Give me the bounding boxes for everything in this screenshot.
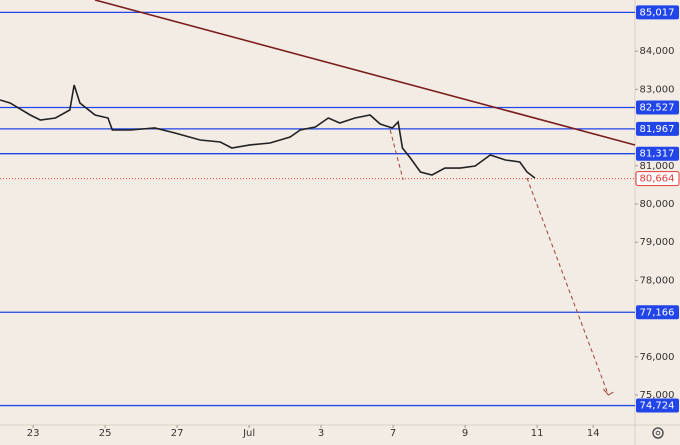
y-tick-label: 78,000 bbox=[640, 275, 675, 286]
level-label-box bbox=[636, 100, 679, 115]
level-label-box bbox=[636, 398, 679, 413]
level-label-box bbox=[636, 305, 679, 320]
y-tick-label: 80,000 bbox=[640, 199, 675, 210]
x-tick-label: 25 bbox=[99, 428, 112, 439]
x-tick-label: 23 bbox=[27, 428, 40, 439]
x-tick-label: 14 bbox=[587, 428, 600, 439]
y-tick-label: 76,000 bbox=[640, 352, 675, 363]
level-label: 81,967 bbox=[640, 124, 675, 135]
y-tick-label: 83,000 bbox=[640, 84, 675, 95]
price-line bbox=[0, 84, 536, 179]
y-tick-label: 79,000 bbox=[640, 237, 675, 248]
level-label: 82,527 bbox=[640, 102, 675, 113]
level-label: 77,166 bbox=[640, 307, 675, 318]
last-price-box bbox=[635, 171, 680, 187]
y-tick-label: 75,000 bbox=[640, 390, 675, 401]
level-label-box bbox=[636, 5, 679, 20]
level-label-box bbox=[636, 146, 679, 161]
x-tick-label: Jul bbox=[242, 428, 255, 439]
level-label-box bbox=[636, 121, 679, 136]
x-tick-label: 9 bbox=[462, 428, 468, 439]
level-label: 74,724 bbox=[640, 401, 675, 412]
settings-icon[interactable] bbox=[652, 427, 664, 439]
projection-line bbox=[389, 129, 404, 181]
y-tick-label: 81,000 bbox=[640, 161, 675, 172]
x-tick-label: 11 bbox=[531, 428, 544, 439]
projection-line bbox=[526, 177, 609, 396]
level-label: 81,317 bbox=[640, 149, 675, 160]
projection-arrowhead bbox=[602, 388, 614, 396]
x-tick-label: 7 bbox=[390, 428, 396, 439]
x-tick-label: 27 bbox=[171, 428, 184, 439]
y-tick-label: 84,000 bbox=[640, 46, 675, 57]
trend-line bbox=[94, 0, 636, 146]
level-label: 85,017 bbox=[640, 7, 675, 18]
last-price-label: 80,664 bbox=[640, 174, 675, 185]
x-tick-label: 3 bbox=[318, 428, 324, 439]
